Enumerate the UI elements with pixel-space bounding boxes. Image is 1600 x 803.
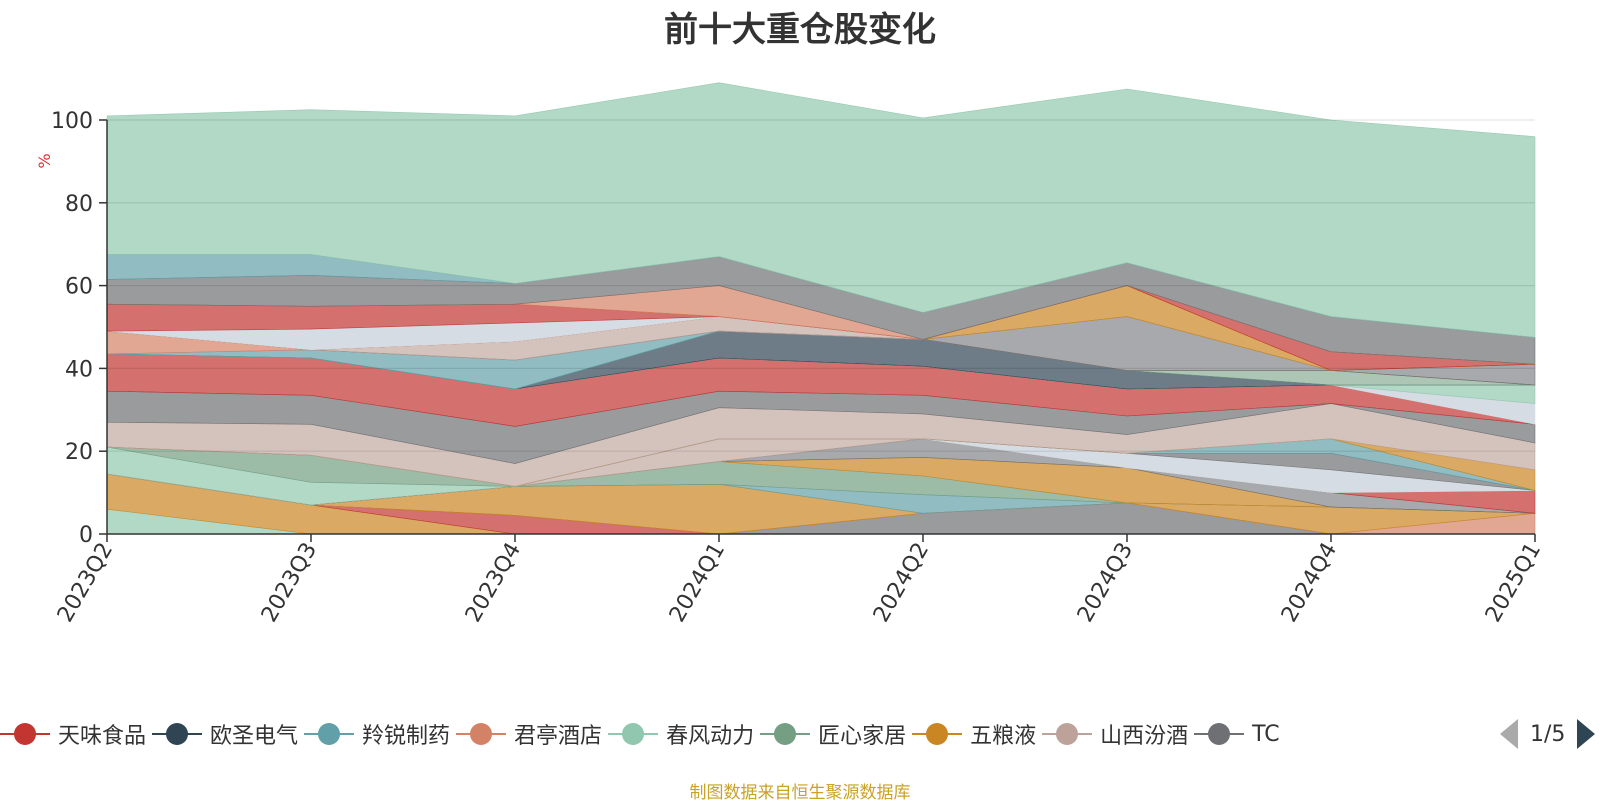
legend: 天味食品 欧圣电气 羚锐制药 君亭酒店 春风动力 匠心家居 五粮液 山西汾酒 TC: [0, 716, 1286, 752]
legend-label: 春风动力: [666, 724, 755, 749]
x-tick-label: 2024Q3: [1073, 539, 1138, 627]
y-tick-label: 60: [65, 275, 93, 300]
legend-marker-icon: [1194, 722, 1245, 746]
legend-item[interactable]: 君亭酒店: [456, 718, 602, 750]
area-band-36: [106, 82, 1536, 338]
prev-page-icon[interactable]: [1500, 719, 1518, 749]
next-page-icon[interactable]: [1577, 719, 1596, 749]
legend-label: 君亭酒店: [514, 724, 603, 749]
y-tick-label: 80: [65, 192, 93, 217]
x-tick-label: 2024Q4: [1277, 539, 1342, 627]
legend-item[interactable]: 天味食品: [0, 718, 146, 750]
data-source-note: 制图数据来自恒生聚源数据库: [689, 783, 911, 803]
y-tick-label: 100: [51, 109, 93, 134]
x-tick-label: 2023Q3: [257, 539, 322, 627]
y-tick-label: 40: [65, 357, 93, 382]
legend-marker-icon: [0, 722, 50, 746]
legend-label: 羚锐制药: [362, 724, 451, 749]
legend-item[interactable]: 春风动力: [608, 718, 754, 750]
legend-label: 欧圣电气: [210, 724, 299, 749]
x-tick-label: 2023Q4: [461, 539, 526, 627]
legend-label: 匠心家居: [818, 724, 907, 749]
legend-marker-icon: [912, 722, 963, 746]
legend-item[interactable]: 五粮液: [912, 718, 1036, 750]
legend-item[interactable]: 羚锐制药: [304, 718, 450, 750]
legend-item[interactable]: TC: [1194, 722, 1280, 747]
legend-label: 天味食品: [58, 724, 147, 749]
x-tick-label: 2024Q2: [869, 539, 934, 627]
area-series-group: [106, 82, 1536, 535]
legend-label: 五粮液: [970, 724, 1037, 749]
y-tick-label: 0: [79, 523, 93, 548]
legend-item[interactable]: 山西汾酒: [1042, 718, 1188, 750]
page-indicator: 1/5: [1530, 721, 1566, 747]
legend-label: 山西汾酒: [1100, 724, 1189, 749]
x-tick-label: 2025Q1: [1481, 539, 1546, 627]
legend-item[interactable]: 欧圣电气: [152, 718, 298, 750]
x-tick-label: 2024Q1: [665, 539, 730, 627]
chart-title: 前十大重仓股变化: [664, 10, 936, 50]
legend-marker-icon: [456, 722, 507, 746]
legend-pager: 1/5: [1500, 716, 1596, 752]
legend-marker-icon: [152, 722, 203, 746]
y-axis-label: %: [35, 153, 54, 168]
y-tick-label: 20: [65, 440, 93, 465]
grid-lines: [107, 119, 1535, 452]
legend-marker-icon: [608, 722, 659, 746]
legend-label: TC: [1252, 721, 1280, 747]
legend-marker-icon: [760, 722, 811, 746]
legend-item[interactable]: 匠心家居: [760, 718, 906, 750]
x-tick-label: 2023Q2: [53, 539, 118, 627]
legend-marker-icon: [1042, 722, 1093, 746]
legend-marker-icon: [304, 722, 355, 746]
